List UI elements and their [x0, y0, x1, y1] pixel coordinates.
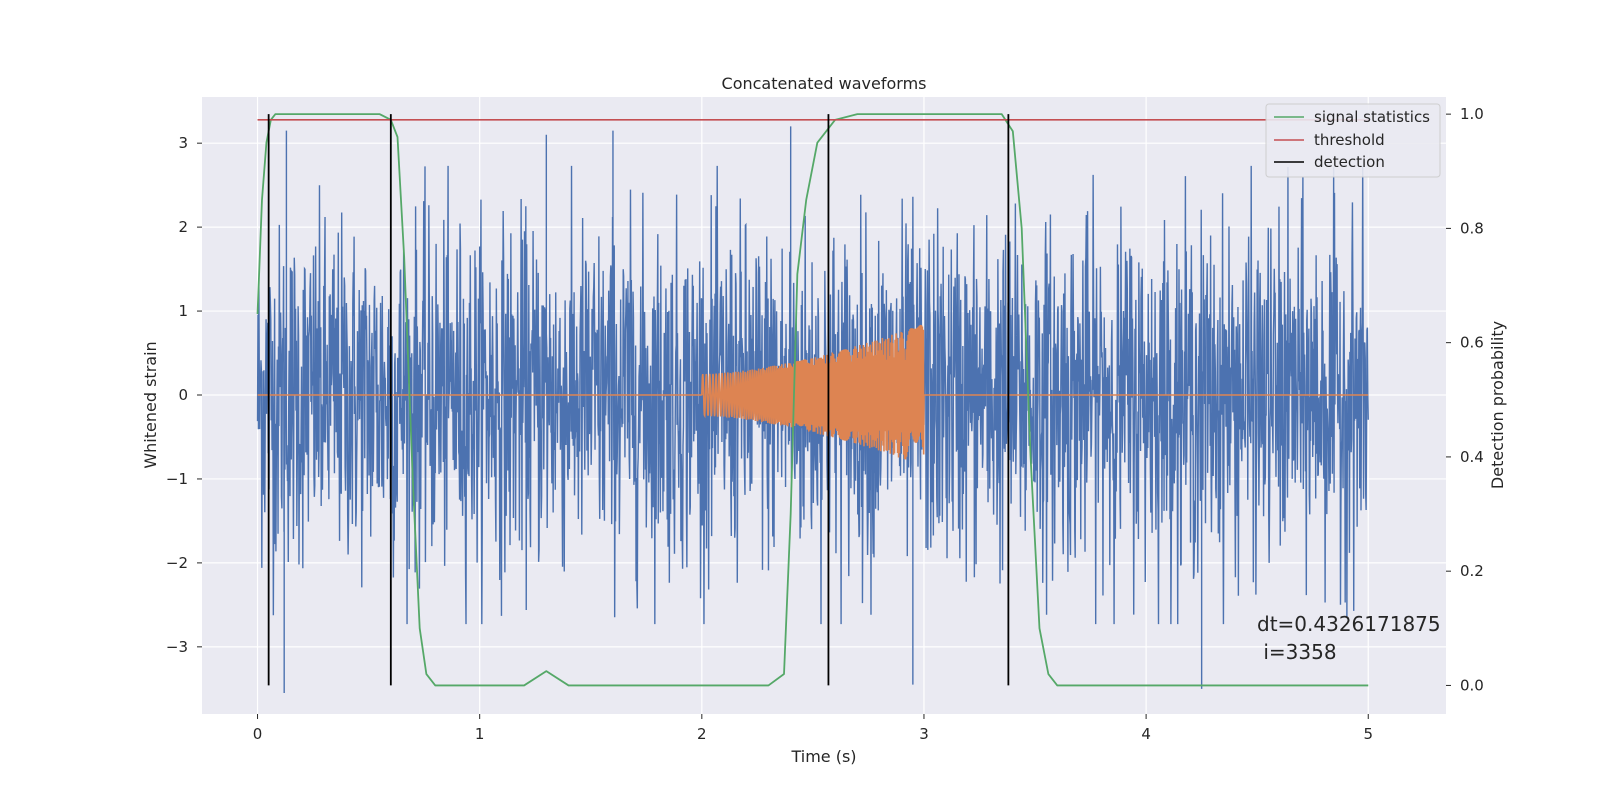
- y-tick-label-left-1: −2: [166, 554, 188, 572]
- y-tick-label-left-5: 2: [178, 218, 188, 236]
- y-tick-label-left-2: −1: [166, 470, 188, 488]
- y-tick-label-right-5: 1.0: [1460, 105, 1484, 123]
- legend-box: [1265, 103, 1441, 178]
- series-injected-waveform: [257, 324, 1369, 460]
- y-tick-label-right-3: 0.6: [1460, 334, 1484, 352]
- series-signal-statistics: [256, 113, 1369, 687]
- legend-label-signal-statistics: signal statistics: [1314, 108, 1430, 126]
- y-axis-label-right: Detection probability: [1488, 321, 1507, 489]
- y-tick-label-right-1: 0.2: [1460, 562, 1484, 580]
- x-tick-label-5: 5: [1363, 725, 1373, 743]
- legend-label-threshold: threshold: [1314, 131, 1385, 149]
- series-layer: [256, 113, 1369, 694]
- annotation-line-1: dt=0.4326171875: [1257, 612, 1441, 636]
- x-axis-label: Time (s): [790, 747, 856, 766]
- tick-labels: 0 1 2 3 4 5 −3 −2 −1 0 1 2 3 0.0 0.2 0.4 0.6 0.8 1.0: [166, 105, 1484, 743]
- y-tick-label-right-4: 0.8: [1460, 219, 1484, 237]
- y-tick-label-left-6: 3: [178, 134, 188, 152]
- annotation: dt=0.4326171875 i=3358: [1257, 612, 1441, 664]
- y-tick-label-right-0: 0.0: [1460, 676, 1484, 694]
- y-tick-label-left-4: 1: [178, 302, 188, 320]
- y-tick-label-right-2: 0.4: [1460, 448, 1484, 466]
- chart-title: Concatenated waveforms: [722, 74, 927, 93]
- legend: signal statistics threshold detection: [1265, 103, 1441, 178]
- x-tick-label-2: 2: [697, 725, 707, 743]
- y-tick-label-left-0: −3: [166, 638, 188, 656]
- y-axis-label-left: Whitened strain: [141, 341, 160, 468]
- x-tick-label-4: 4: [1141, 725, 1151, 743]
- annotation-line-2: i=3358: [1257, 640, 1337, 664]
- legend-label-detection: detection: [1314, 153, 1385, 171]
- x-tick-label-0: 0: [253, 725, 263, 743]
- x-tick-label-1: 1: [475, 725, 485, 743]
- x-tick-label-3: 3: [919, 725, 929, 743]
- y-tick-label-left-3: 0: [178, 386, 188, 404]
